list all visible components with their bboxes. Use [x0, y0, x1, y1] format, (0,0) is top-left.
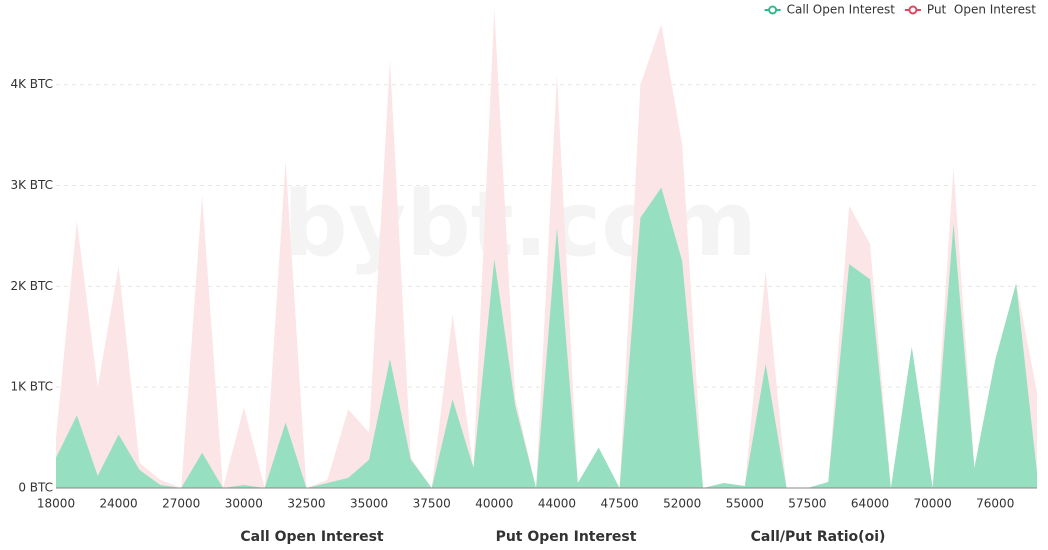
x-tick-label: 40000 [475, 497, 513, 511]
legend-label: Put Open Interest [927, 3, 1036, 17]
y-tick-label: 0 BTC [18, 481, 53, 495]
y-tick-label: 4K BTC [10, 77, 53, 91]
x-tick-label: 52000 [663, 497, 701, 511]
x-tick-label: 47500 [600, 497, 638, 511]
legend-icon [768, 5, 778, 15]
x-tick-label: 76000 [976, 497, 1014, 511]
footer-header: Call Open Interest [240, 529, 384, 545]
x-tick-label: 30000 [225, 497, 263, 511]
y-tick-label: 3K BTC [10, 178, 53, 192]
x-tick-label: 18000 [37, 497, 75, 511]
y-tick-label: 1K BTC [10, 380, 53, 394]
x-tick-label: 44000 [538, 497, 576, 511]
legend-icon [908, 5, 918, 15]
x-tick-label: 70000 [914, 497, 952, 511]
x-tick-label: 24000 [100, 497, 138, 511]
area [56, 187, 1037, 488]
x-tick-label: 64000 [851, 497, 889, 511]
legend-label: Call Open Interest [787, 3, 896, 17]
x-tick-label: 32500 [287, 497, 325, 511]
x-tick-label: 55000 [726, 497, 764, 511]
footer-header: Put Open Interest [496, 529, 637, 545]
y-tick-label: 2K BTC [10, 279, 53, 293]
x-tick-label: 57500 [788, 497, 826, 511]
x-tick-label: 27000 [162, 497, 200, 511]
x-tick-label: 37500 [413, 497, 451, 511]
x-tick-label: 35000 [350, 497, 388, 511]
footer-header: Call/Put Ratio(oi) [751, 529, 886, 545]
